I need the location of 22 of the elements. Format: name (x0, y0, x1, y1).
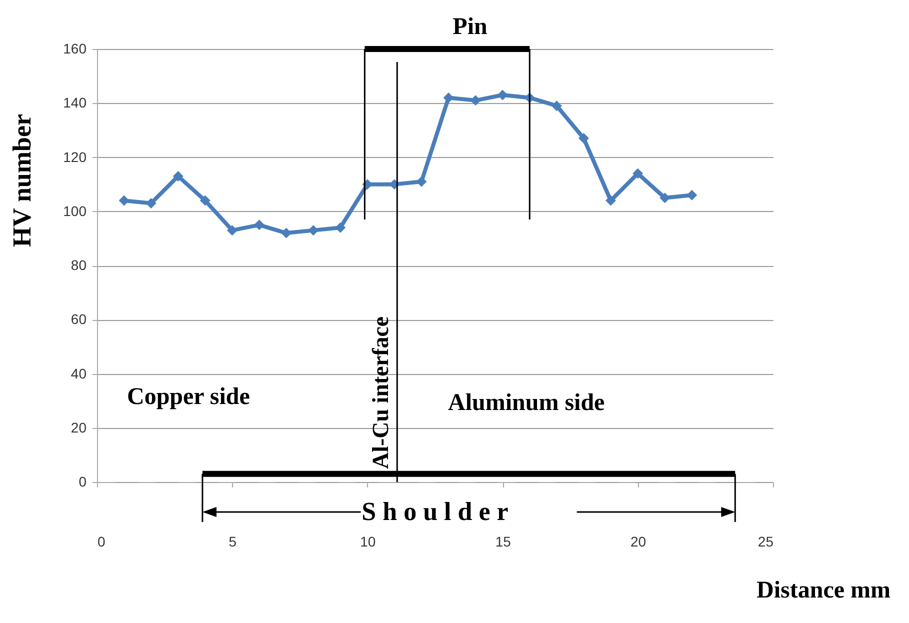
y-tick-label: 100 (63, 202, 87, 219)
y-tick-label: 0 (78, 474, 87, 490)
x-tick-label: 25 (758, 534, 774, 550)
text: S h o u l d e r (362, 497, 508, 526)
x-tick-label: 15 (495, 534, 512, 550)
y-axis-title: HV number (8, 114, 36, 248)
x-tick-label: 5 (228, 534, 237, 550)
annotation: Copper side (127, 384, 250, 410)
x-tick-label: 20 (630, 534, 646, 550)
y-tick-label: 160 (63, 40, 87, 56)
y-tick-label: 120 (63, 148, 87, 165)
text: Pin (452, 14, 488, 40)
x-axis-title: Distance mm (756, 578, 891, 604)
x-tick-label: 0 (98, 534, 106, 550)
y-tick-label: 140 (63, 94, 87, 111)
y-tick-label: 40 (70, 365, 87, 382)
y-tick-label: 20 (70, 419, 87, 436)
y-tick-label: 80 (70, 257, 87, 273)
annotation: Aluminum side (448, 390, 606, 416)
ref-line-label: Al-Cu interface (368, 316, 394, 469)
x-tick-label: 10 (360, 534, 376, 550)
y-tick-label: 60 (70, 311, 87, 328)
